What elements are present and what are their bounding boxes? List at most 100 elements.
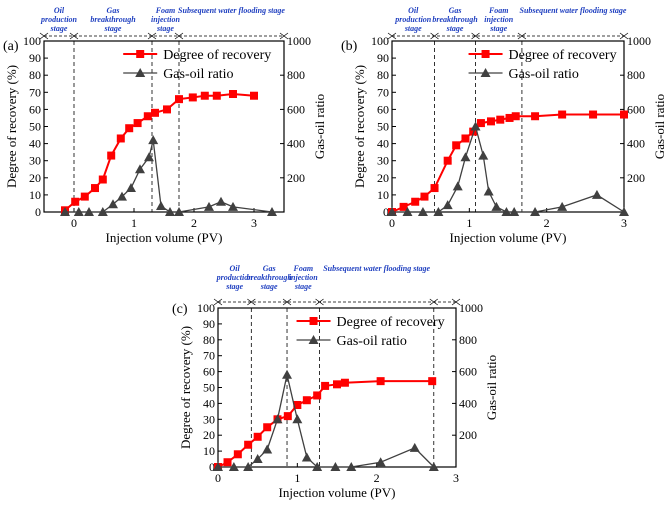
stage-arrowhead <box>451 298 461 306</box>
y-tick-label-left: 50 <box>203 381 215 395</box>
y-tick-label-left: 50 <box>29 120 41 134</box>
stage-label: stage <box>404 24 422 33</box>
y-tick-label-left: 90 <box>377 51 389 65</box>
gas-oil-ratio-point <box>417 207 428 216</box>
stage-label: stage <box>225 282 243 291</box>
recovery-point <box>244 440 253 449</box>
panel-a: (a)OilproductionstageGasbreakthroughstag… <box>3 6 327 245</box>
x-tick-label: 2 <box>544 216 550 230</box>
recovery-point <box>98 175 107 184</box>
recovery-point <box>80 192 89 201</box>
y-axis-title-left: Degree of recovery (%) <box>178 326 193 449</box>
gas-oil-ratio-point <box>470 121 481 131</box>
series-gas-oil-ratio <box>60 135 277 216</box>
gas-oil-ratio-point <box>433 207 444 216</box>
stage-label: Foam <box>488 6 509 15</box>
legend-recovery-marker <box>481 50 490 58</box>
stage-label: Gas <box>449 6 462 15</box>
gas-oil-ratio-point <box>557 201 568 211</box>
recovery-point <box>333 380 341 389</box>
y-tick-label-left: 50 <box>377 120 389 134</box>
recovery-point <box>283 412 292 421</box>
y-tick-label-right: 1000 <box>459 301 483 315</box>
stage-arrowhead <box>471 32 480 40</box>
gas-oil-ratio-point <box>84 207 94 216</box>
y-tick-label-right: 400 <box>459 396 477 410</box>
recovery-point <box>253 432 262 441</box>
y-tick-label-left: 30 <box>29 154 41 168</box>
gas-oil-ratio-point <box>252 454 263 464</box>
recovery-point <box>452 141 461 150</box>
recovery-point <box>476 119 485 128</box>
stage-arrowhead <box>69 32 79 40</box>
gas-oil-ratio-point <box>591 189 602 199</box>
y-tick-label-right: 1000 <box>287 34 311 48</box>
gas-oil-ratio-point <box>135 164 145 174</box>
gas-oil-ratio-point <box>144 152 154 162</box>
y-tick-label-left: 90 <box>29 51 41 65</box>
recovery-point <box>163 105 171 114</box>
y-tick-label-left: 20 <box>377 171 389 185</box>
recovery-point <box>511 112 520 121</box>
recovery-point <box>558 110 567 119</box>
panel-label: (a) <box>3 39 19 54</box>
recovery-point <box>486 117 495 126</box>
recovery-point <box>321 381 330 390</box>
recovery-point <box>428 377 437 386</box>
y-tick-label-right: 400 <box>627 137 645 151</box>
y-tick-label-left: 0 <box>35 205 41 219</box>
recovery-point <box>293 400 302 409</box>
recovery-point <box>188 93 197 102</box>
y-tick-label-left: 20 <box>203 428 215 442</box>
recovery-point <box>229 90 237 99</box>
recovery-point <box>313 391 322 400</box>
stage-label: Gas <box>263 264 276 273</box>
x-tick-label: 0 <box>389 216 395 230</box>
recovery-point <box>376 377 385 386</box>
legend-gor-label: Gas-oil ratio <box>337 334 407 349</box>
stage-arrowhead <box>147 32 157 40</box>
stage-arrowhead <box>619 32 629 40</box>
stage-label: breakthrough <box>90 15 136 24</box>
stage-arrowhead <box>213 298 223 306</box>
y-tick-label-right: 200 <box>459 428 477 442</box>
stage-label: production <box>394 15 432 24</box>
y-tick-label-right: 600 <box>287 102 305 116</box>
y-tick-label-left: 30 <box>203 412 215 426</box>
stage-label: Subsequent water flooding stage <box>323 264 430 273</box>
stage-label: injection <box>151 15 180 24</box>
recovery-point <box>461 134 470 143</box>
y-tick-label-left: 60 <box>29 102 41 116</box>
gas-oil-ratio-point <box>262 444 273 454</box>
legend-gor-label: Gas-oil ratio <box>163 67 233 82</box>
series-recovery <box>388 110 628 216</box>
y-axis-title-right: Gas-oil ratio <box>312 94 327 159</box>
y-tick-label-left: 20 <box>29 171 41 185</box>
y-axis-title-left: Degree of recovery (%) <box>4 65 19 188</box>
legend-recovery-marker <box>309 317 318 325</box>
stage-label: Subsequent water flooding stage <box>178 6 285 15</box>
gas-oil-ratio-point <box>243 462 254 471</box>
gas-oil-ratio-point <box>216 196 226 206</box>
gas-oil-ratio-point <box>204 201 214 211</box>
stage-label: Foam <box>293 264 314 273</box>
gas-oil-ratio-point <box>272 414 283 424</box>
recovery-point <box>505 113 514 122</box>
stage-label: injection <box>484 15 513 24</box>
gas-oil-ratio-point <box>267 207 277 216</box>
panel-label: (b) <box>341 39 358 54</box>
stage-arrowhead <box>430 32 439 40</box>
y-tick-label-left: 30 <box>377 154 389 168</box>
recovery-point <box>107 151 116 160</box>
gas-oil-ratio-point <box>117 191 127 201</box>
y-tick-label-left: 90 <box>203 317 215 331</box>
recovery-point <box>116 134 125 143</box>
stage-arrowhead <box>39 32 49 40</box>
recovery-point <box>589 110 598 119</box>
x-axis-title: Injection volume (PV) <box>106 230 223 245</box>
stage-label: Subsequent water flooding stage <box>520 6 627 15</box>
y-tick-label-left: 100 <box>23 34 41 48</box>
recovery-point <box>340 378 349 387</box>
gas-oil-ratio-point <box>501 207 512 216</box>
y-tick-label-right: 600 <box>459 365 477 379</box>
